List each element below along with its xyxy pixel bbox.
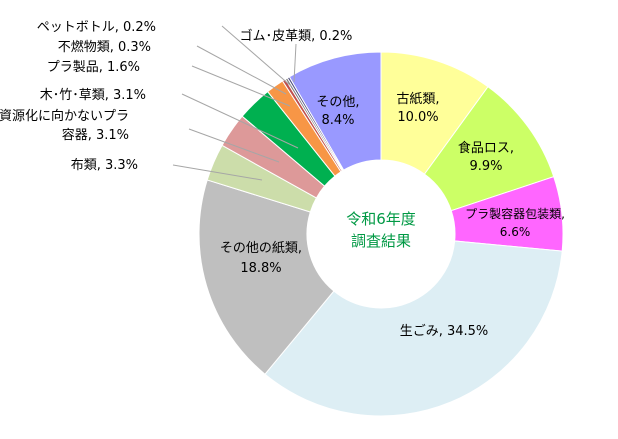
slice-label-5-line-1: その他の紙類, bbox=[220, 241, 302, 256]
slice-label-5-line-2: 18.8% bbox=[240, 261, 281, 276]
slice-label-4-line-1: 生ごみ, 34.5% bbox=[400, 323, 489, 339]
slice-label-13-line-2: 8.4% bbox=[321, 113, 354, 128]
slice-label-13-line-1: その他, bbox=[316, 95, 359, 110]
slice-label-3-line-2: 6.6% bbox=[500, 225, 531, 239]
slice-4 bbox=[264, 240, 563, 417]
center-label-line-1: 令和6年度 bbox=[346, 210, 416, 228]
slice-label-10-line-1: 不燃物類, 0.3% bbox=[58, 39, 151, 55]
slice-label-2-line-1: 食品ロス, bbox=[458, 140, 514, 156]
leader-line-7 bbox=[188, 128, 280, 163]
label-leader-lines bbox=[172, 25, 299, 181]
leader-line-6 bbox=[172, 164, 263, 181]
slice-label-9-line-1: プラ製品, 1.6% bbox=[47, 60, 140, 75]
slice-label-1-line-2: 10.0% bbox=[397, 110, 438, 125]
leader-line-8 bbox=[181, 93, 299, 149]
leader-line-10 bbox=[196, 45, 287, 95]
slice-label-7-line-1: 資源化に向かないプラ bbox=[0, 108, 129, 124]
slice-13 bbox=[288, 51, 382, 171]
slice-label-11-line-1: ペットボトル, 0.2% bbox=[37, 20, 156, 35]
slice-label-6-line-1: 布類, 3.3% bbox=[71, 158, 138, 173]
slice-label-8-line-1: 木･竹･草類, 3.1% bbox=[40, 88, 146, 103]
slice-label-12-line-1: ゴム･皮革類, 0.2% bbox=[240, 28, 353, 44]
center-label-line-2: 調査結果 bbox=[351, 232, 411, 250]
slice-labels: 古紙類, 10.0% 食品ロス, 9.9% プラ製容器包装類, 6.6% 生ごみ, 34.5… bbox=[0, 20, 565, 339]
leader-line-12 bbox=[293, 43, 297, 83]
leader-line-9 bbox=[191, 65, 291, 107]
slice-label-3-line-1: プラ製容器包装類, bbox=[465, 206, 565, 221]
center-label-group: 令和6年度 調査結果 bbox=[346, 210, 416, 250]
slice-5 bbox=[198, 179, 335, 375]
chart-slices bbox=[198, 51, 564, 417]
slice-label-2-line-2: 9.9% bbox=[469, 159, 502, 174]
slice-label-7-line-2: 容器, 3.1% bbox=[62, 127, 129, 143]
leader-line-11 bbox=[221, 25, 292, 87]
slice-label-1-line-1: 古紙類, bbox=[396, 92, 439, 107]
